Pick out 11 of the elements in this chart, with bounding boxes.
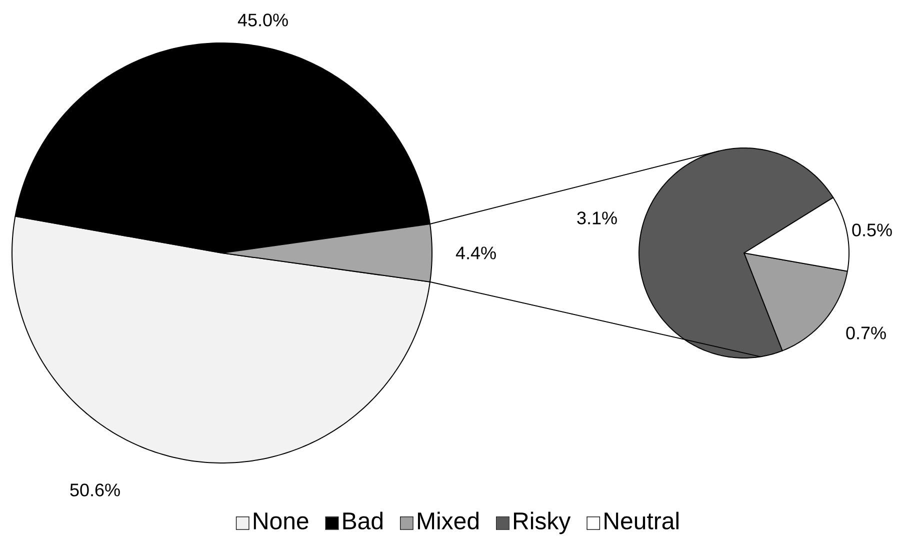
legend-label: None [254,512,308,530]
legend-label: Mixed [418,512,478,530]
data-label: 3.1% [577,212,617,224]
legend-label: Bad [343,512,382,530]
data-label: 0.7% [846,326,886,340]
data-label: 50.6% [70,484,120,496]
data-label: 0.5% [852,224,892,236]
data-label: 4.4% [456,246,496,260]
legend-label: Neutral [604,512,678,530]
data-label: 45.0% [238,14,288,26]
legend-label: Risky [514,512,571,534]
